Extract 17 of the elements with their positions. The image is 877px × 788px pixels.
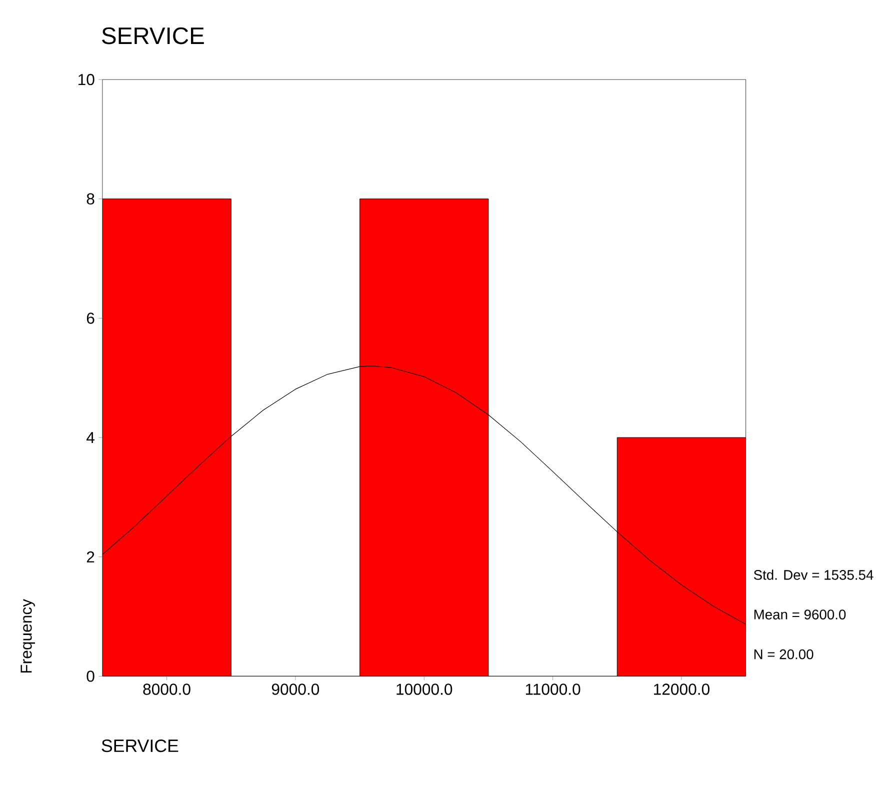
x-tick-label: 10000.0: [396, 684, 452, 696]
y-tick-label: 8: [86, 193, 94, 205]
x-tick-label: 8000.0: [143, 684, 190, 696]
text: Std. Dev = 1535.54: [754, 570, 874, 580]
x-axis-title: SERVICE: [102, 740, 178, 752]
y-tick-label: 4: [86, 432, 94, 444]
x-tick-label: 9000.0: [272, 684, 320, 696]
text: N = 20.00: [754, 650, 814, 660]
text: Mean = 9600.0: [754, 610, 846, 620]
chart-title: SERVICE: [102, 28, 204, 44]
x-tick-label: 12000.0: [654, 684, 710, 696]
y-tick-label: 10: [78, 74, 94, 86]
x-tick-label: 11000.0: [526, 684, 580, 696]
y-tick-label: 2: [86, 552, 94, 563]
y-tick-label: 6: [86, 312, 94, 324]
y-tick-label: 0: [86, 670, 94, 682]
y-axis-title: Frequency: [20, 599, 35, 673]
